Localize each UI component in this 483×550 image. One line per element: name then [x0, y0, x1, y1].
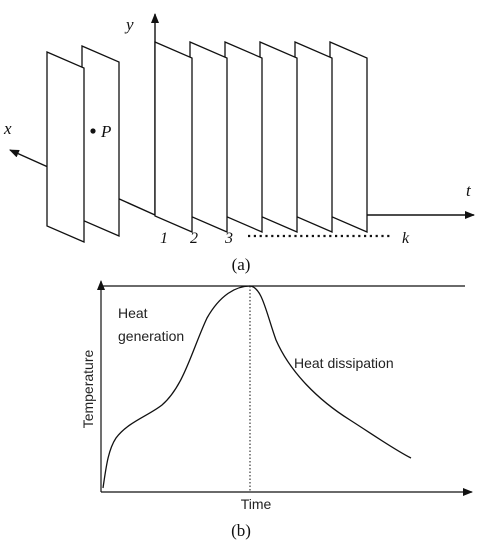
- temperature-curve: [102, 285, 412, 489]
- t-axis-label: t: [466, 181, 472, 200]
- x-axis-label: x: [3, 119, 12, 138]
- frame-label-2: 2: [190, 230, 198, 247]
- y-axis-label: y: [124, 15, 134, 34]
- annotation-heat-dissipation: Heat dissipation: [294, 355, 394, 371]
- frame-3: [154, 41, 193, 233]
- frame-label-3: 3: [224, 230, 233, 247]
- frame-label-k: k: [402, 230, 410, 247]
- point-p: [90, 128, 96, 134]
- panel-b: Temperature Time Heat generation Heat di…: [80, 280, 473, 540]
- frame-label-1: 1: [160, 230, 168, 247]
- ylabel-temperature: Temperature: [80, 349, 96, 428]
- frame-5: [224, 41, 263, 233]
- frame-6: [259, 41, 298, 233]
- frame-2: [81, 45, 120, 237]
- panel-a: y x t P 1 2 3 k (a): [3, 13, 475, 274]
- frames: [46, 41, 368, 243]
- xlabel-time: Time: [241, 496, 272, 512]
- caption-a: (a): [232, 255, 251, 274]
- frame-4: [189, 41, 228, 233]
- point-p-label: P: [100, 122, 111, 141]
- annotation-heat-generation-2: generation: [118, 328, 184, 344]
- caption-b: (b): [231, 521, 251, 540]
- frame-7: [294, 41, 333, 233]
- frame-k: [329, 41, 368, 233]
- annotation-heat-generation-1: Heat: [118, 305, 148, 321]
- frame-1: [46, 51, 85, 243]
